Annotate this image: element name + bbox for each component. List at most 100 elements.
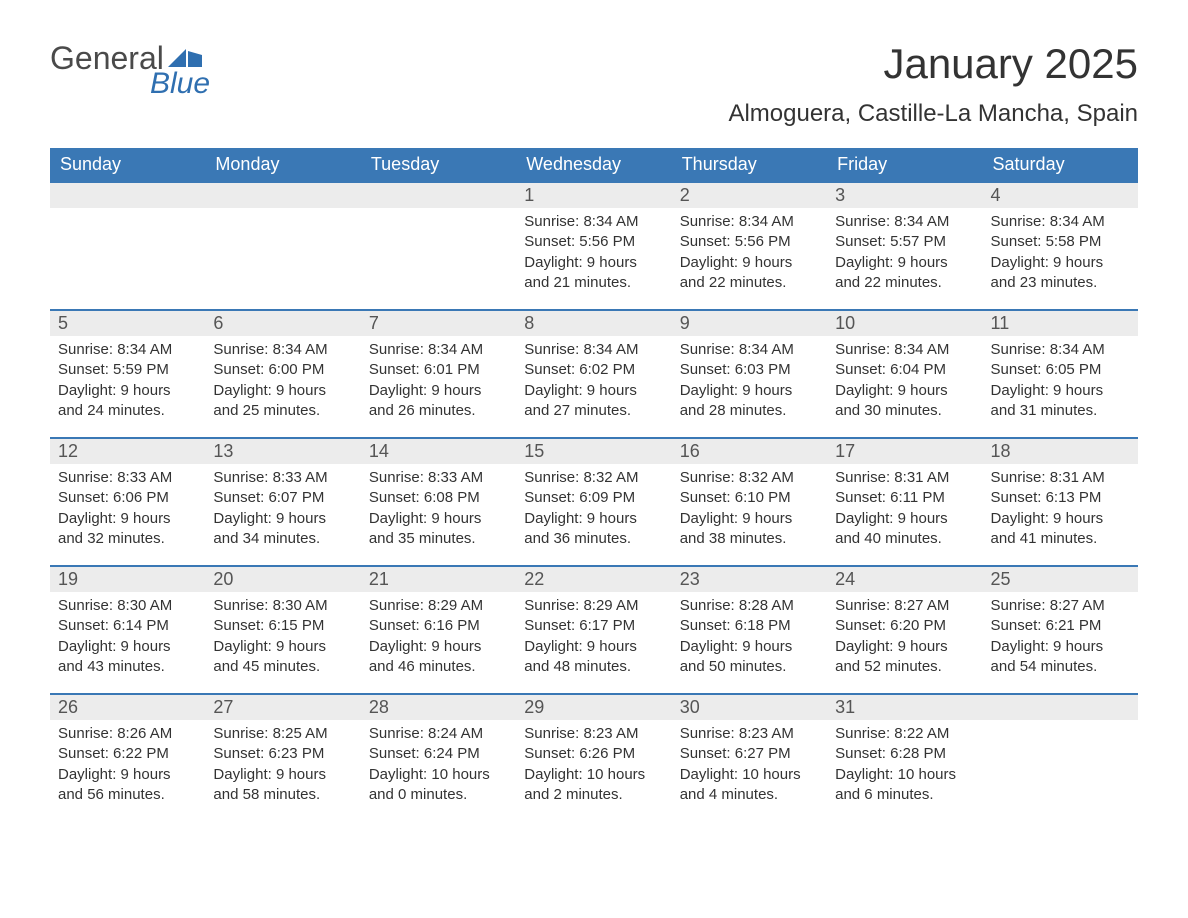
day-line-d1: Daylight: 9 hours — [58, 637, 197, 657]
day-line-ss: Sunset: 6:02 PM — [524, 360, 663, 380]
day-content: Sunrise: 8:34 AMSunset: 5:58 PMDaylight:… — [983, 208, 1138, 297]
calendar-day-cell: 22Sunrise: 8:29 AMSunset: 6:17 PMDayligh… — [516, 565, 671, 693]
day-line-sr: Sunrise: 8:33 AM — [213, 468, 352, 488]
day-line-sr: Sunrise: 8:27 AM — [991, 596, 1130, 616]
weekday-header: Tuesday — [361, 148, 516, 181]
day-line-d2: and 28 minutes. — [680, 401, 819, 421]
day-content: Sunrise: 8:28 AMSunset: 6:18 PMDaylight:… — [672, 592, 827, 681]
calendar-day-cell: 18Sunrise: 8:31 AMSunset: 6:13 PMDayligh… — [983, 437, 1138, 565]
day-line-d1: Daylight: 10 hours — [369, 765, 508, 785]
day-content: Sunrise: 8:34 AMSunset: 6:01 PMDaylight:… — [361, 336, 516, 425]
day-number: 15 — [516, 437, 671, 464]
day-number: 22 — [516, 565, 671, 592]
day-line-d2: and 38 minutes. — [680, 529, 819, 549]
calendar-day-cell: 25Sunrise: 8:27 AMSunset: 6:21 PMDayligh… — [983, 565, 1138, 693]
day-line-ss: Sunset: 6:00 PM — [213, 360, 352, 380]
day-line-d1: Daylight: 9 hours — [369, 381, 508, 401]
day-number: 18 — [983, 437, 1138, 464]
day-line-d1: Daylight: 9 hours — [680, 637, 819, 657]
day-line-d2: and 56 minutes. — [58, 785, 197, 805]
day-line-d1: Daylight: 9 hours — [213, 765, 352, 785]
day-line-d2: and 48 minutes. — [524, 657, 663, 677]
day-line-ss: Sunset: 6:06 PM — [58, 488, 197, 508]
calendar-day-cell: 1Sunrise: 8:34 AMSunset: 5:56 PMDaylight… — [516, 181, 671, 309]
day-line-ss: Sunset: 6:28 PM — [835, 744, 974, 764]
calendar-day-cell: 23Sunrise: 8:28 AMSunset: 6:18 PMDayligh… — [672, 565, 827, 693]
day-line-ss: Sunset: 6:13 PM — [991, 488, 1130, 508]
calendar-week-row: 5Sunrise: 8:34 AMSunset: 5:59 PMDaylight… — [50, 309, 1138, 437]
calendar-day-cell: 8Sunrise: 8:34 AMSunset: 6:02 PMDaylight… — [516, 309, 671, 437]
calendar-day-cell: 7Sunrise: 8:34 AMSunset: 6:01 PMDaylight… — [361, 309, 516, 437]
day-line-sr: Sunrise: 8:29 AM — [524, 596, 663, 616]
day-content: Sunrise: 8:34 AMSunset: 5:56 PMDaylight:… — [672, 208, 827, 297]
calendar-day-cell: 29Sunrise: 8:23 AMSunset: 6:26 PMDayligh… — [516, 693, 671, 821]
day-line-d2: and 21 minutes. — [524, 273, 663, 293]
day-number: 30 — [672, 693, 827, 720]
day-line-d1: Daylight: 10 hours — [835, 765, 974, 785]
day-line-ss: Sunset: 6:03 PM — [680, 360, 819, 380]
day-line-d1: Daylight: 9 hours — [835, 381, 974, 401]
day-number — [205, 181, 360, 208]
calendar-day-cell: 6Sunrise: 8:34 AMSunset: 6:00 PMDaylight… — [205, 309, 360, 437]
day-line-d1: Daylight: 9 hours — [213, 509, 352, 529]
day-line-d1: Daylight: 9 hours — [58, 765, 197, 785]
day-number: 4 — [983, 181, 1138, 208]
day-content — [205, 208, 360, 216]
day-number: 13 — [205, 437, 360, 464]
day-number: 3 — [827, 181, 982, 208]
day-content: Sunrise: 8:33 AMSunset: 6:06 PMDaylight:… — [50, 464, 205, 553]
calendar-day-cell: 19Sunrise: 8:30 AMSunset: 6:14 PMDayligh… — [50, 565, 205, 693]
day-content: Sunrise: 8:34 AMSunset: 6:00 PMDaylight:… — [205, 336, 360, 425]
weekday-header: Wednesday — [516, 148, 671, 181]
day-number: 19 — [50, 565, 205, 592]
title-block: January 2025 Almoguera, Castille-La Manc… — [728, 40, 1138, 128]
day-line-sr: Sunrise: 8:34 AM — [524, 212, 663, 232]
header: General Blue January 2025 Almoguera, Cas… — [50, 40, 1138, 128]
day-line-sr: Sunrise: 8:25 AM — [213, 724, 352, 744]
day-line-d1: Daylight: 9 hours — [680, 509, 819, 529]
day-content: Sunrise: 8:27 AMSunset: 6:21 PMDaylight:… — [983, 592, 1138, 681]
day-content: Sunrise: 8:31 AMSunset: 6:13 PMDaylight:… — [983, 464, 1138, 553]
day-content: Sunrise: 8:34 AMSunset: 5:59 PMDaylight:… — [50, 336, 205, 425]
day-line-d1: Daylight: 9 hours — [524, 637, 663, 657]
day-number: 31 — [827, 693, 982, 720]
day-line-d2: and 22 minutes. — [835, 273, 974, 293]
day-number: 10 — [827, 309, 982, 336]
calendar-day-cell: 21Sunrise: 8:29 AMSunset: 6:16 PMDayligh… — [361, 565, 516, 693]
day-line-d2: and 25 minutes. — [213, 401, 352, 421]
day-number: 17 — [827, 437, 982, 464]
calendar-day-cell: 10Sunrise: 8:34 AMSunset: 6:04 PMDayligh… — [827, 309, 982, 437]
day-number — [983, 693, 1138, 720]
day-number: 6 — [205, 309, 360, 336]
day-line-sr: Sunrise: 8:34 AM — [680, 340, 819, 360]
day-line-d2: and 30 minutes. — [835, 401, 974, 421]
day-line-d2: and 32 minutes. — [58, 529, 197, 549]
day-content: Sunrise: 8:34 AMSunset: 5:57 PMDaylight:… — [827, 208, 982, 297]
day-content — [50, 208, 205, 216]
day-line-d1: Daylight: 9 hours — [991, 253, 1130, 273]
day-line-ss: Sunset: 6:11 PM — [835, 488, 974, 508]
day-line-sr: Sunrise: 8:22 AM — [835, 724, 974, 744]
calendar-week-row: 1Sunrise: 8:34 AMSunset: 5:56 PMDaylight… — [50, 181, 1138, 309]
day-line-ss: Sunset: 6:23 PM — [213, 744, 352, 764]
day-number: 28 — [361, 693, 516, 720]
calendar-day-cell: 11Sunrise: 8:34 AMSunset: 6:05 PMDayligh… — [983, 309, 1138, 437]
day-number: 2 — [672, 181, 827, 208]
day-line-d2: and 26 minutes. — [369, 401, 508, 421]
day-content: Sunrise: 8:34 AMSunset: 6:02 PMDaylight:… — [516, 336, 671, 425]
day-line-d2: and 0 minutes. — [369, 785, 508, 805]
day-number: 24 — [827, 565, 982, 592]
day-content: Sunrise: 8:34 AMSunset: 6:04 PMDaylight:… — [827, 336, 982, 425]
day-line-d2: and 6 minutes. — [835, 785, 974, 805]
logo-text-2: Blue — [150, 67, 210, 101]
day-line-d1: Daylight: 9 hours — [524, 381, 663, 401]
day-line-d1: Daylight: 9 hours — [991, 381, 1130, 401]
day-line-ss: Sunset: 6:21 PM — [991, 616, 1130, 636]
day-content: Sunrise: 8:32 AMSunset: 6:09 PMDaylight:… — [516, 464, 671, 553]
day-line-sr: Sunrise: 8:23 AM — [524, 724, 663, 744]
day-line-d1: Daylight: 9 hours — [835, 509, 974, 529]
day-content: Sunrise: 8:27 AMSunset: 6:20 PMDaylight:… — [827, 592, 982, 681]
day-line-d2: and 43 minutes. — [58, 657, 197, 677]
calendar-table: SundayMondayTuesdayWednesdayThursdayFrid… — [50, 148, 1138, 821]
day-line-ss: Sunset: 6:27 PM — [680, 744, 819, 764]
